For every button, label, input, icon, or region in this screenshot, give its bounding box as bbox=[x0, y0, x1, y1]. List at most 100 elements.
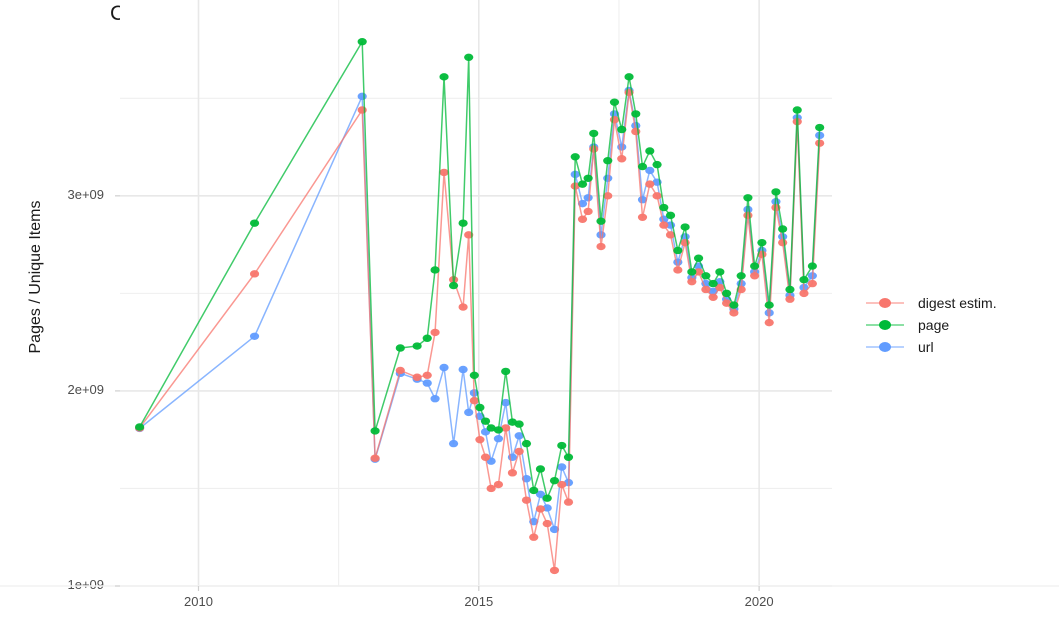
data-point bbox=[563, 498, 574, 506]
data-point bbox=[729, 309, 739, 317]
data-point bbox=[799, 276, 809, 284]
data-point bbox=[430, 328, 440, 337]
data-point bbox=[680, 223, 690, 231]
data-point bbox=[637, 162, 648, 171]
data-point bbox=[624, 73, 634, 81]
data-point bbox=[708, 279, 718, 288]
data-point bbox=[577, 215, 588, 223]
data-point bbox=[557, 463, 567, 471]
data-point bbox=[673, 246, 683, 255]
data-point bbox=[357, 38, 367, 46]
data-point bbox=[652, 160, 662, 169]
data-point bbox=[645, 166, 655, 175]
legend-key-icon bbox=[866, 292, 904, 314]
data-point bbox=[370, 427, 380, 435]
data-point bbox=[750, 272, 760, 280]
data-point bbox=[249, 332, 260, 340]
y-tick-label: 2e+09 bbox=[67, 381, 104, 397]
data-point bbox=[708, 293, 718, 301]
data-point bbox=[645, 180, 655, 188]
data-point bbox=[603, 174, 613, 182]
legend-item[interactable]: page bbox=[866, 314, 1056, 336]
data-point bbox=[412, 373, 422, 381]
data-point bbox=[617, 125, 627, 134]
y-tick-label: 3e+09 bbox=[67, 186, 104, 202]
series-page bbox=[135, 38, 825, 502]
data-point bbox=[493, 480, 504, 489]
data-point bbox=[750, 262, 760, 270]
data-point bbox=[665, 211, 676, 220]
data-point bbox=[693, 254, 704, 262]
data-point bbox=[501, 367, 511, 376]
data-point bbox=[701, 272, 711, 280]
data-point bbox=[596, 217, 606, 225]
data-point bbox=[715, 283, 725, 292]
data-point bbox=[743, 211, 753, 220]
data-point bbox=[617, 155, 627, 163]
data-point bbox=[764, 301, 774, 309]
data-point bbox=[743, 194, 753, 202]
data-point bbox=[486, 424, 496, 432]
data-point bbox=[464, 408, 474, 417]
data-point bbox=[807, 262, 817, 270]
data-point bbox=[529, 533, 539, 541]
data-point bbox=[486, 484, 496, 493]
data-point bbox=[480, 453, 491, 461]
data-point bbox=[722, 299, 732, 307]
data-point bbox=[422, 334, 432, 342]
data-point bbox=[799, 289, 809, 298]
data-point bbox=[458, 219, 468, 227]
data-point bbox=[631, 110, 641, 118]
data-point bbox=[736, 272, 746, 280]
data-point bbox=[583, 207, 593, 216]
data-point bbox=[458, 365, 468, 374]
legend-item[interactable]: url bbox=[866, 336, 1056, 358]
data-point bbox=[589, 145, 599, 153]
data-point bbox=[439, 168, 449, 177]
data-point bbox=[645, 147, 655, 155]
data-point bbox=[493, 435, 504, 443]
data-point bbox=[609, 98, 620, 106]
data-point bbox=[603, 157, 613, 165]
data-point bbox=[665, 231, 676, 239]
data-point bbox=[395, 366, 405, 375]
data-point bbox=[439, 73, 449, 81]
data-point bbox=[249, 270, 260, 278]
data-point bbox=[535, 490, 546, 499]
data-point bbox=[603, 192, 613, 200]
data-point bbox=[430, 266, 440, 274]
data-point bbox=[701, 285, 711, 294]
data-point bbox=[480, 417, 491, 425]
data-point bbox=[430, 395, 440, 403]
data-point bbox=[501, 398, 511, 407]
legend-label: url bbox=[918, 339, 934, 355]
data-point bbox=[659, 203, 669, 212]
data-point bbox=[659, 221, 669, 229]
data-point bbox=[785, 285, 795, 294]
data-point bbox=[395, 344, 405, 352]
data-point bbox=[637, 213, 648, 221]
data-point bbox=[469, 396, 479, 405]
data-point bbox=[521, 496, 532, 504]
data-point bbox=[693, 268, 704, 276]
legend-key-icon bbox=[866, 336, 904, 358]
data-point bbox=[722, 289, 732, 298]
data-point bbox=[652, 192, 662, 200]
data-point bbox=[439, 363, 449, 372]
data-point bbox=[475, 435, 485, 444]
data-point bbox=[535, 465, 546, 473]
data-point bbox=[583, 194, 593, 202]
data-point bbox=[464, 53, 474, 62]
data-point bbox=[549, 476, 560, 485]
x-tick-label: 2015 bbox=[464, 594, 494, 609]
data-point bbox=[514, 420, 524, 428]
legend-item[interactable]: digest estim. bbox=[866, 292, 1056, 314]
y-tick-label: 1e+09 bbox=[67, 577, 104, 592]
data-point bbox=[778, 233, 788, 241]
x-tick-label: 2010 bbox=[184, 594, 213, 609]
legend-label: page bbox=[918, 317, 950, 333]
data-point bbox=[370, 454, 380, 462]
data-point bbox=[542, 494, 552, 502]
